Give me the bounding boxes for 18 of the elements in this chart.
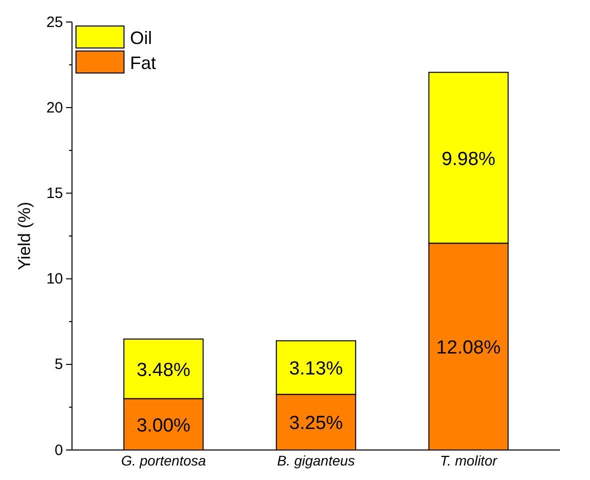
data-label: 3.13% [289,358,344,380]
y-tick-label: 20 [46,99,63,116]
legend-label: Fat [130,53,156,73]
y-tick-label: 10 [46,270,63,288]
data-label: 3.48% [136,360,191,381]
data-label: 12.08% [436,338,501,359]
y-tick-label: 25 [46,14,63,31]
x-tick-label: T. molitor [440,452,498,469]
x-tick-label: B. giganteus [277,452,355,469]
data-label: 3.00% [136,415,191,436]
legend-label: Oil [130,28,152,48]
y-tick-label: 5 [54,356,63,374]
y-axis-title: Yield (%) [15,202,34,270]
x-tick-label: G. portentosa [121,452,206,469]
y-tick-label: 15 [46,185,63,202]
data-label: 3.25% [289,413,344,434]
data-label: 9.98% [442,148,496,170]
y-tick-label: 0 [54,442,63,459]
